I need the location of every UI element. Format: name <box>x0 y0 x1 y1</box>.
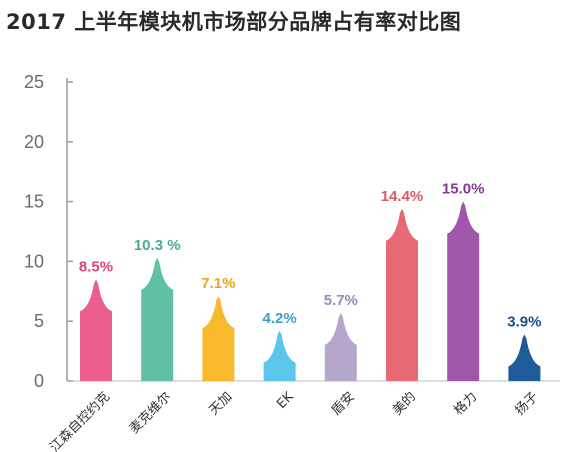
bar <box>324 312 357 381</box>
data-label: 7.1% <box>201 275 235 292</box>
bar <box>447 201 480 381</box>
x-tick-label: EK <box>274 389 297 412</box>
y-tick-label: 25 <box>24 72 44 92</box>
bar <box>141 257 174 381</box>
y-tick-label: 20 <box>24 132 44 152</box>
x-tick-label: 扬子 <box>512 389 541 418</box>
bar <box>202 296 235 381</box>
data-label: 4.2% <box>262 310 296 327</box>
x-tick-label: 格力 <box>451 389 481 419</box>
y-tick-label: 0 <box>34 371 44 391</box>
data-label: 10.3 % <box>134 237 181 254</box>
data-label: 8.5% <box>79 258 113 275</box>
x-tick-label: 江森自控约克 <box>47 389 113 452</box>
bar <box>80 279 112 381</box>
x-tick-label: 盾安 <box>329 389 358 418</box>
data-label: 5.7% <box>324 292 358 309</box>
chart-title: 2017 上半年模块机市场部分品牌占有率对比图 <box>6 10 462 34</box>
bar <box>263 330 296 381</box>
data-label: 3.9% <box>507 313 541 330</box>
x-tick-label: 麦克维尔 <box>127 389 174 436</box>
y-tick-label: 15 <box>24 192 44 212</box>
data-label: 15.0% <box>442 181 485 198</box>
y-tick-label: 10 <box>24 251 44 271</box>
y-tick-label: 5 <box>34 311 44 331</box>
data-label: 14.4% <box>381 188 424 205</box>
bar <box>508 334 541 381</box>
x-tick-label: 美的 <box>389 389 419 419</box>
x-tick-label: 天加 <box>206 389 235 418</box>
bar <box>386 208 418 381</box>
